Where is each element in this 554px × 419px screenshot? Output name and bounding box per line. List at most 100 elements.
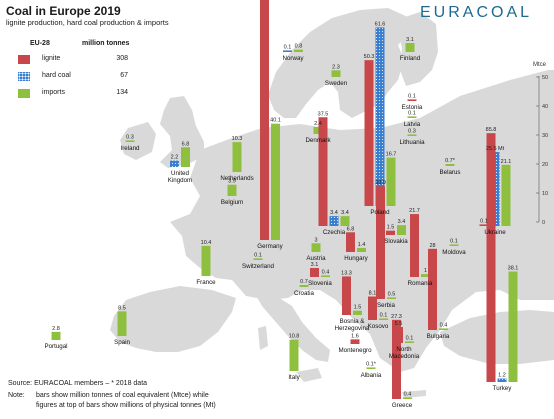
value-label-denmark-imports: 2.4: [314, 121, 322, 127]
legend-value: 134: [116, 89, 128, 96]
country-label-ukraine: Ukraine: [484, 229, 506, 236]
country-label-greece: Greece: [392, 402, 413, 409]
legend-region: EU-28: [30, 40, 50, 47]
value-label-serbia-imports: 0.5: [388, 291, 396, 297]
value-label-bosnia-herzegovina-lignite: 13.3: [341, 270, 352, 276]
country-label-lithuania: Lithuania: [399, 139, 425, 146]
bar-ukraine-imports: [501, 164, 511, 226]
land-italy: [254, 292, 330, 362]
source-note: Source: EURACOAL members – * 2018 data: [8, 380, 148, 387]
bar-romania-imports: [421, 274, 430, 277]
bar-romania-lignite: [410, 214, 419, 277]
country-label-slovenia: Slovenia: [308, 280, 332, 287]
value-label-north-macedonia-lignite: 5.5: [395, 321, 403, 327]
land-finland: [396, 12, 438, 86]
value-label-poland-hard-coal: 61.6: [375, 21, 386, 27]
country-label-norway: Norway: [283, 55, 305, 62]
land-iberia: [110, 286, 236, 352]
bar-norway-imports: [294, 49, 303, 52]
value-label-poland-imports: 16.7: [386, 152, 397, 158]
value-label-slovakia-lignite: 1.5: [387, 225, 395, 231]
value-label-hungary-imports: 1.4: [358, 242, 366, 248]
value-label-germany-imports: 40.1: [270, 118, 281, 124]
value-label-switzerland-imports: 0.1: [254, 252, 262, 258]
scale-unit-label: Mtce: [533, 62, 547, 68]
value-label-turkey-hard-coal: 1.2: [498, 373, 506, 379]
legend: EU-28 million tonnes lignite 308 hard co…: [12, 40, 142, 102]
country-label-poland: Poland: [370, 209, 390, 216]
bar-germany-lignite: [260, 0, 269, 240]
country-label-czechia: Czechia: [323, 229, 346, 236]
value-label-belgium-imports: 3.9: [228, 179, 236, 185]
value-label-albania-imports: 0.1*: [366, 361, 377, 367]
bar-kosovo-lignite: [368, 296, 377, 320]
value-labels: 0.1 0.83.12.30.10.10.30.32.42.26.810.33.9…: [52, 21, 518, 397]
bar-albania-imports: [366, 367, 376, 369]
country-bars: [51, 0, 518, 399]
country-label-france: France: [196, 279, 216, 286]
bar-norway-hard-coal: [283, 50, 292, 52]
bar-bosnia-herzegovina-imports: [353, 310, 362, 315]
country-label-turkey: Turkey: [493, 385, 513, 392]
value-label-romania-imports: 1: [424, 268, 427, 274]
bar-czechia-imports: [340, 216, 350, 226]
value-label-latvia-imports: 0.1: [408, 110, 416, 116]
bar-portugal-imports: [51, 331, 61, 340]
legend-item-lignite: lignite 308: [12, 53, 142, 67]
value-label-norway-hard-coal: 0.1: [284, 44, 292, 50]
scale-tick-label: 0: [542, 220, 545, 226]
legend-swatch-hard-coal: [18, 72, 30, 81]
value-label-belarus-imports: 0.7*: [445, 158, 456, 164]
bar-finland-imports: [405, 43, 415, 52]
bar-spain-imports: [117, 311, 127, 336]
bar-poland-hard-coal: [375, 27, 385, 206]
bar-austria-imports: [311, 243, 321, 252]
country-label-moldova: Moldova: [442, 249, 466, 256]
legend-unit: million tonnes: [82, 40, 130, 47]
value-label-hungary-lignite: 6.8: [347, 226, 355, 232]
bar-poland-imports: [386, 157, 396, 206]
country-label-slovakia: Slovakia: [384, 238, 408, 245]
country-label-north-macedonia: North Macedonia: [389, 346, 420, 360]
value-label-ukraine-hard-coal: 25.5 Mt: [486, 146, 505, 152]
value-label-serbia-lignite: 38.9: [375, 180, 386, 186]
legend-swatch-lignite: [18, 55, 30, 64]
value-label-turkey-lignite: 85.8: [486, 127, 497, 133]
value-label-moldova-imports: 0.1: [450, 238, 458, 244]
bar-croatia-imports: [299, 284, 309, 287]
country-label-serbia: Serbia: [377, 302, 395, 309]
bar-germany-imports: [271, 123, 280, 240]
bar-czechia-hard-coal: [329, 216, 339, 226]
country-label-albania: Albania: [361, 372, 382, 379]
country-label-belgium: Belgium: [221, 199, 243, 206]
country-label-hungary: Hungary: [344, 255, 368, 262]
value-label-ireland-imports: 0.3: [126, 134, 134, 140]
value-scale: Mtce 0 10 20 30 40 50: [533, 62, 548, 226]
country-label-finland: Finland: [400, 55, 421, 62]
bar-belgium-imports: [227, 184, 237, 196]
country-label-austria: Austria: [306, 255, 326, 262]
country-label-denmark: Denmark: [305, 137, 331, 144]
bar-sweden-imports: [331, 70, 341, 77]
value-label-portugal-imports: 2.8: [52, 326, 60, 332]
land-scandinavia: [268, 8, 410, 118]
country-label-romania: Romania: [408, 280, 433, 287]
legend-item-imports: imports 134: [12, 87, 142, 101]
bar-latvia-imports: [407, 116, 417, 118]
value-label-finland-imports: 3.1: [406, 37, 414, 43]
country-label-sweden: Sweden: [325, 80, 348, 87]
country-label-ireland: Ireland: [121, 145, 140, 152]
bar-france-imports: [201, 245, 211, 276]
value-label-united-kingdom-imports: 6.8: [182, 141, 190, 147]
legend-swatch-imports: [18, 89, 30, 98]
bar-slovenia-lignite: [310, 268, 319, 277]
bar-bulgaria-imports: [439, 328, 448, 330]
value-label-sweden-imports: 2.3: [332, 64, 340, 70]
land-sicily: [296, 368, 322, 382]
scale-tick-label: 50: [542, 75, 548, 81]
country-labels: Norway Finland Sweden Estonia Latvia Lithuani…: [44, 55, 512, 409]
value-label-slovakia-imports: 3.4: [398, 219, 406, 225]
country-label-united-kingdom: United Kingdom: [168, 170, 192, 184]
value-label-ukraine-lignite: 0.1: [480, 218, 488, 224]
